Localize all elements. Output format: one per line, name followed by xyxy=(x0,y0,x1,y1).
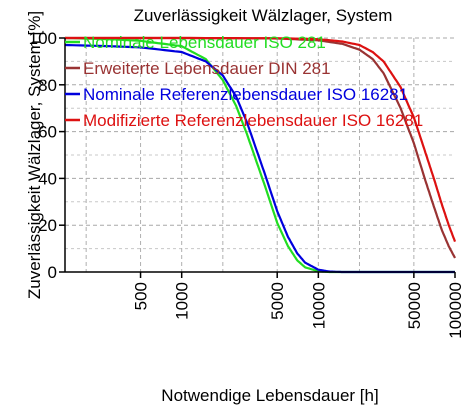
x-tick-label: 100000 xyxy=(446,282,465,339)
chart-title: Zuverlässigkeit Wälzlager, System xyxy=(134,6,393,25)
axes: 0 20 40 60 80 100 500 1000 5000 10000 50000 100000 xyxy=(29,29,465,339)
legend-label-4: Modifizierte Referenzlebensdauer ISO 162… xyxy=(83,111,423,130)
x-tick-label: 5000 xyxy=(268,282,287,320)
legend-label-2: Erweiterte Lebensdauer DIN 281 xyxy=(83,59,331,78)
series-line-4 xyxy=(65,36,457,242)
legend-label-3: Nominale Referenzlebensdauer ISO 16281 xyxy=(83,85,408,104)
y-tick-label: 60 xyxy=(38,123,57,142)
legend-label-1: Nominale Lebensdauer ISO 281 xyxy=(83,33,326,52)
y-tick-label: 0 xyxy=(48,263,57,282)
legend: Nominale Lebensdauer ISO 281 Erweiterte L… xyxy=(65,33,423,130)
y-tick-label: 40 xyxy=(38,169,57,188)
y-axis-label: Zuverlässigkeit Wälzlager, System [%] xyxy=(25,11,44,299)
x-tick-label: 1000 xyxy=(173,282,192,320)
x-tick-label: 500 xyxy=(132,282,151,310)
x-tick-label: 50000 xyxy=(405,282,424,329)
x-axis-label: Notwendige Lebensdauer [h] xyxy=(161,386,378,405)
y-tick-label: 100 xyxy=(29,29,57,48)
y-tick-label: 20 xyxy=(38,216,57,235)
grid xyxy=(65,37,455,272)
x-tick-label: 10000 xyxy=(309,282,328,329)
y-tick-label: 80 xyxy=(38,76,57,95)
